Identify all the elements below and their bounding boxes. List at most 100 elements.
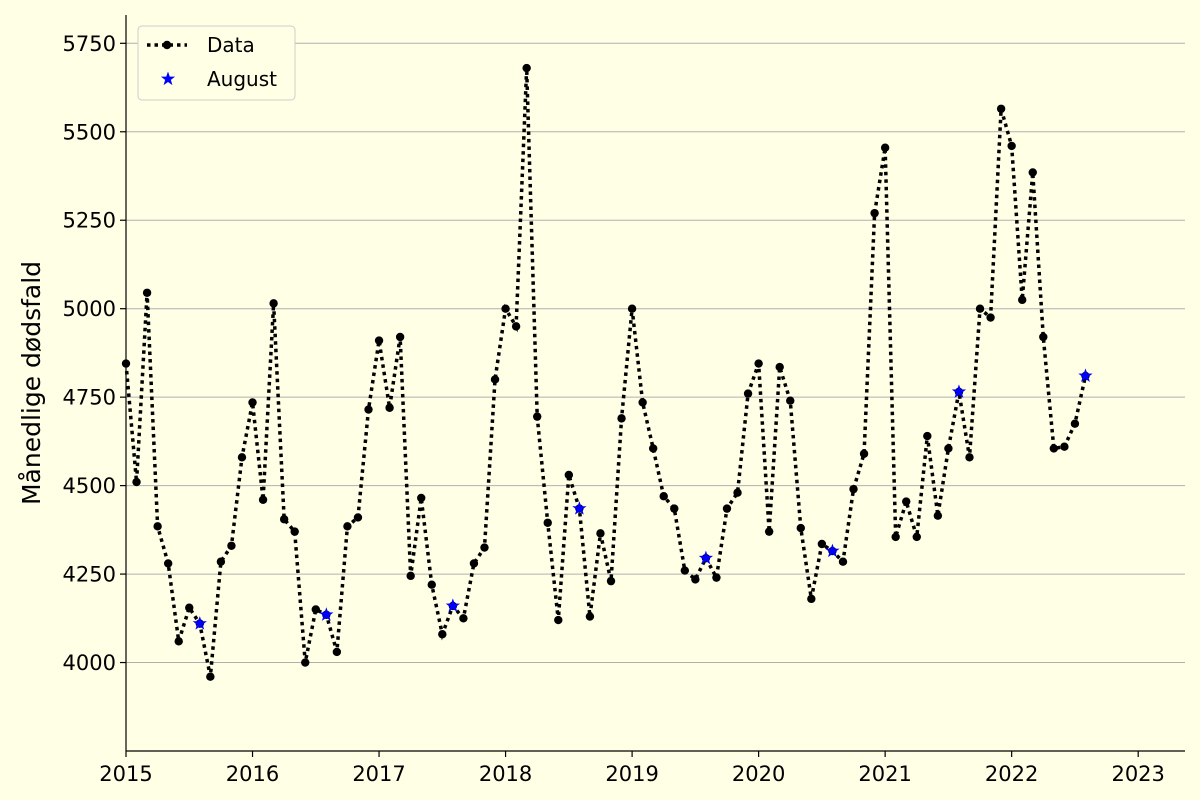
x-tick-label: 2023 bbox=[1111, 762, 1164, 786]
data-point bbox=[353, 513, 363, 522]
data-point bbox=[986, 313, 995, 322]
x-tick-label: 2015 bbox=[99, 762, 152, 786]
data-point bbox=[606, 576, 616, 586]
data-point bbox=[248, 398, 257, 407]
y-ticks: 4000 4250 4500 4750 5000 5250 5500 5750 bbox=[63, 32, 126, 675]
data-point bbox=[764, 527, 774, 536]
data-point bbox=[817, 539, 827, 549]
data-point bbox=[543, 518, 552, 527]
x-tick-label: 2021 bbox=[858, 762, 911, 786]
data-point bbox=[617, 414, 626, 423]
legend-data-dot bbox=[162, 40, 172, 50]
data-point bbox=[522, 63, 531, 73]
data-point bbox=[670, 504, 679, 513]
y-tick-label: 5250 bbox=[63, 209, 116, 233]
legend-label-august: August bbox=[207, 67, 277, 91]
data-point bbox=[142, 288, 152, 297]
data-point bbox=[996, 104, 1006, 113]
x-tick-label: 2019 bbox=[605, 762, 658, 786]
legend-august-star-icon bbox=[160, 71, 176, 86]
data-point bbox=[185, 603, 194, 612]
data-point bbox=[891, 532, 900, 542]
data-point bbox=[786, 396, 795, 405]
x-tick-label: 2022 bbox=[985, 762, 1038, 786]
data-point bbox=[364, 405, 373, 414]
series-data-line bbox=[124, 68, 1088, 678]
data-point bbox=[395, 332, 405, 342]
data-point bbox=[480, 543, 489, 552]
data-point bbox=[880, 143, 890, 152]
data-point bbox=[870, 208, 879, 218]
x-tick-label: 2020 bbox=[732, 762, 785, 786]
data-point bbox=[743, 389, 753, 398]
data-point bbox=[406, 571, 415, 581]
data-point bbox=[533, 412, 542, 421]
data-point bbox=[332, 647, 342, 657]
data-point bbox=[965, 453, 974, 462]
data-point bbox=[279, 515, 289, 524]
series-august bbox=[192, 368, 1093, 630]
data-point bbox=[290, 527, 299, 536]
august-star-point bbox=[445, 598, 460, 612]
data-point bbox=[1018, 295, 1027, 305]
data-point bbox=[1060, 442, 1069, 451]
data-point bbox=[374, 336, 384, 345]
data-point bbox=[638, 398, 647, 407]
x-ticks: 2015 2016 2017 2018 2019 2020 2021 2022 2023 bbox=[99, 751, 1165, 786]
x-tick-label: 2016 bbox=[226, 762, 279, 786]
y-axis-label: Månedlige dødsfald bbox=[17, 261, 46, 505]
axes bbox=[125, 15, 1185, 752]
y-tick-label: 5000 bbox=[63, 297, 116, 321]
y-tick-label: 4500 bbox=[63, 474, 116, 498]
august-star-point bbox=[825, 543, 840, 558]
data-point bbox=[564, 470, 574, 480]
y-tick-label: 4250 bbox=[63, 563, 116, 587]
data-point bbox=[153, 522, 162, 531]
data-point bbox=[712, 573, 721, 582]
data-point bbox=[912, 532, 921, 542]
data-point bbox=[132, 477, 141, 487]
data-point bbox=[775, 362, 784, 372]
data-point bbox=[902, 497, 911, 506]
data-point bbox=[849, 484, 858, 494]
data-point bbox=[490, 375, 500, 384]
data-point bbox=[733, 488, 742, 497]
data-point bbox=[417, 493, 426, 503]
data-point bbox=[627, 304, 637, 313]
y-tick-label: 4750 bbox=[63, 386, 116, 410]
august-star-point bbox=[319, 607, 334, 621]
series-data bbox=[121, 63, 1090, 681]
data-point bbox=[648, 444, 658, 453]
august-star-point bbox=[1078, 368, 1093, 382]
data-point bbox=[343, 522, 352, 531]
data-point bbox=[859, 449, 869, 458]
y-tick-label: 4000 bbox=[63, 651, 116, 675]
data-point bbox=[163, 559, 173, 568]
data-point bbox=[944, 444, 953, 453]
legend: Data August bbox=[137, 25, 296, 101]
data-point bbox=[501, 304, 510, 313]
august-star-point bbox=[698, 550, 714, 565]
data-point bbox=[1039, 332, 1048, 342]
data-point bbox=[975, 304, 985, 313]
data-point bbox=[511, 322, 521, 331]
data-point bbox=[796, 523, 805, 533]
legend-label-data: Data bbox=[207, 33, 255, 57]
data-point bbox=[301, 658, 310, 667]
y-tick-label: 5500 bbox=[63, 120, 116, 144]
x-tick-label: 2018 bbox=[479, 762, 532, 786]
grid-lines bbox=[126, 42, 1185, 664]
august-star-point bbox=[951, 384, 967, 398]
data-point bbox=[1028, 168, 1037, 177]
data-point bbox=[554, 615, 563, 625]
data-point bbox=[258, 495, 268, 504]
data-point bbox=[174, 637, 183, 646]
data-point bbox=[722, 504, 732, 513]
data-point bbox=[206, 672, 215, 681]
data-point bbox=[427, 580, 436, 589]
x-tick-label: 2017 bbox=[352, 762, 405, 786]
data-point bbox=[311, 605, 320, 614]
data-point bbox=[923, 431, 932, 441]
data-point bbox=[1070, 419, 1080, 428]
august-star-point bbox=[192, 616, 207, 630]
